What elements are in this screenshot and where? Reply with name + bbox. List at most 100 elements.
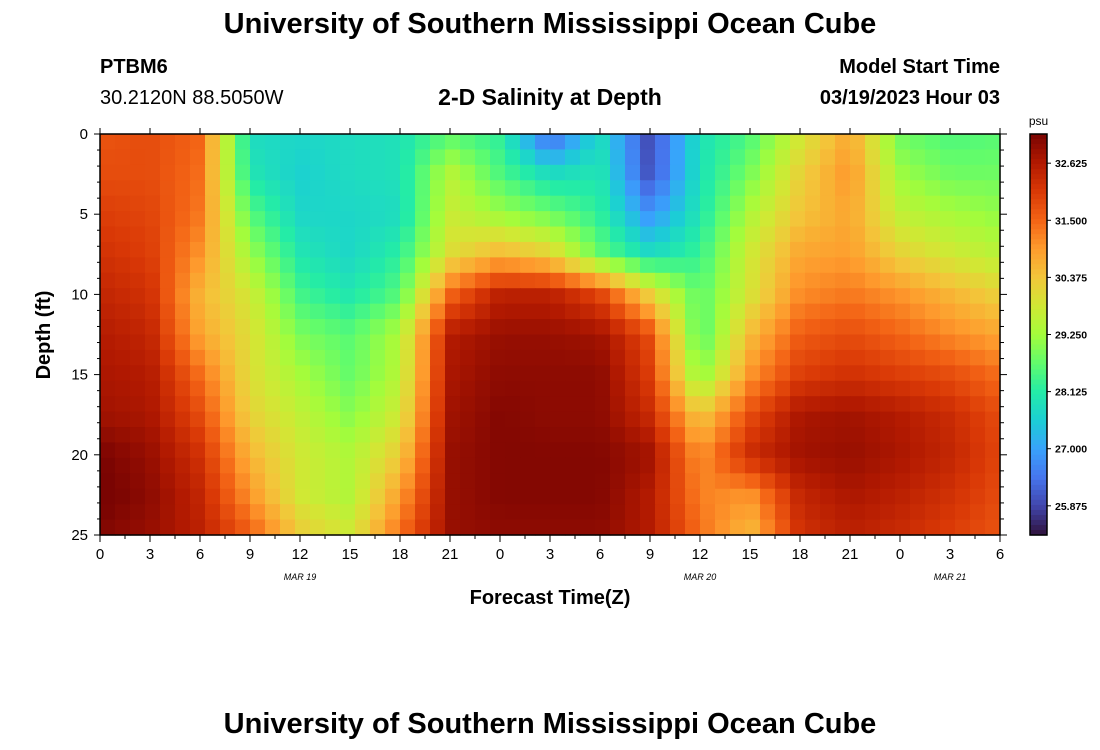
heatmap-cell xyxy=(385,427,401,444)
heatmap-cell xyxy=(700,427,716,444)
heatmap-cell xyxy=(280,241,296,258)
heatmap-cell xyxy=(850,288,866,305)
heatmap-cell xyxy=(220,134,236,151)
heatmap-cell xyxy=(580,180,596,197)
heatmap-cell xyxy=(415,457,431,474)
heatmap-cell xyxy=(235,380,251,397)
heatmap-cell xyxy=(970,488,986,505)
heatmap-cell xyxy=(175,504,191,521)
heatmap-cell xyxy=(595,427,611,444)
heatmap-cell xyxy=(190,288,206,305)
heatmap-cell xyxy=(640,211,656,228)
heatmap-cell xyxy=(730,195,746,212)
heatmap-cell xyxy=(160,195,176,212)
heatmap-cell xyxy=(115,473,131,490)
heatmap-cell xyxy=(640,319,656,336)
heatmap-cell xyxy=(910,427,926,444)
heatmap-cell xyxy=(400,134,416,151)
heatmap-cell xyxy=(790,226,806,243)
heatmap-cell xyxy=(910,380,926,397)
heatmap-cell xyxy=(430,519,446,536)
heatmap-cell xyxy=(910,288,926,305)
heatmap-cell xyxy=(640,149,656,166)
heatmap-cell xyxy=(520,164,536,181)
heatmap-cell xyxy=(370,519,386,536)
heatmap-cell xyxy=(565,380,581,397)
heatmap-cell xyxy=(700,164,716,181)
heatmap-cell xyxy=(505,519,521,536)
heatmap-cell xyxy=(550,457,566,474)
heatmap-cell xyxy=(190,349,206,366)
heatmap-cell xyxy=(265,396,281,413)
heatmap-cell xyxy=(445,473,461,490)
heatmap-cell xyxy=(625,164,641,181)
heatmap-cell xyxy=(685,442,701,459)
heatmap-cell xyxy=(475,134,491,151)
heatmap-cell xyxy=(355,473,371,490)
heatmap-cell xyxy=(820,134,836,151)
heatmap-cell xyxy=(880,134,896,151)
heatmap-cell xyxy=(220,164,236,181)
heatmap-cell xyxy=(970,319,986,336)
y-tick-label: 5 xyxy=(80,206,88,223)
heatmap-cell xyxy=(250,442,266,459)
heatmap-cell xyxy=(130,164,146,181)
heatmap-cell xyxy=(640,427,656,444)
heatmap-cell xyxy=(805,380,821,397)
heatmap-cell xyxy=(490,319,506,336)
heatmap-cell xyxy=(865,334,881,351)
heatmap-cell xyxy=(250,365,266,382)
heatmap-cell xyxy=(370,257,386,274)
heatmap-cell xyxy=(490,380,506,397)
heatmap-cell xyxy=(325,442,341,459)
heatmap-cell xyxy=(700,319,716,336)
heatmap-cell xyxy=(835,149,851,166)
heatmap-cell xyxy=(370,303,386,320)
heatmap-cell xyxy=(490,457,506,474)
heatmap-cell xyxy=(970,241,986,258)
heatmap-cell xyxy=(580,488,596,505)
heatmap-cell xyxy=(640,288,656,305)
heatmap-cell xyxy=(280,457,296,474)
heatmap-cell xyxy=(505,241,521,258)
heatmap-cell xyxy=(490,164,506,181)
heatmap-cell xyxy=(205,303,221,320)
heatmap-cell xyxy=(595,473,611,490)
heatmap-cell xyxy=(595,164,611,181)
heatmap-cell xyxy=(355,226,371,243)
heatmap-cell xyxy=(895,504,911,521)
heatmap-cell xyxy=(775,164,791,181)
heatmap-cell xyxy=(550,334,566,351)
heatmap-cell xyxy=(805,319,821,336)
colorbar-tick-label: 31.500 xyxy=(1055,215,1087,227)
heatmap-cell xyxy=(565,226,581,243)
heatmap-cell xyxy=(130,226,146,243)
heatmap-cell xyxy=(160,319,176,336)
heatmap-cell xyxy=(535,211,551,228)
heatmap-cell xyxy=(490,365,506,382)
heatmap-cell xyxy=(625,396,641,413)
heatmap-cell xyxy=(370,195,386,212)
heatmap-cell xyxy=(580,288,596,305)
heatmap-cell xyxy=(145,396,161,413)
heatmap-cell xyxy=(895,349,911,366)
heatmap-cell xyxy=(955,396,971,413)
heatmap-cell xyxy=(430,504,446,521)
heatmap-cell xyxy=(385,257,401,274)
heatmap-cell xyxy=(700,334,716,351)
heatmap-cell xyxy=(100,349,116,366)
heatmap-cell xyxy=(670,349,686,366)
station-coordinates: 30.2120N 88.5050W xyxy=(100,87,284,109)
heatmap-cell xyxy=(400,442,416,459)
heatmap-cell xyxy=(100,473,116,490)
heatmap-cell xyxy=(100,257,116,274)
heatmap-cell xyxy=(175,473,191,490)
heatmap-cell xyxy=(730,303,746,320)
heatmap-cell xyxy=(400,457,416,474)
heatmap-cell xyxy=(190,134,206,151)
heatmap-cell xyxy=(670,380,686,397)
heatmap-cell xyxy=(760,504,776,521)
heatmap-cell xyxy=(685,195,701,212)
heatmap-cell xyxy=(595,396,611,413)
heatmap-cell xyxy=(685,149,701,166)
